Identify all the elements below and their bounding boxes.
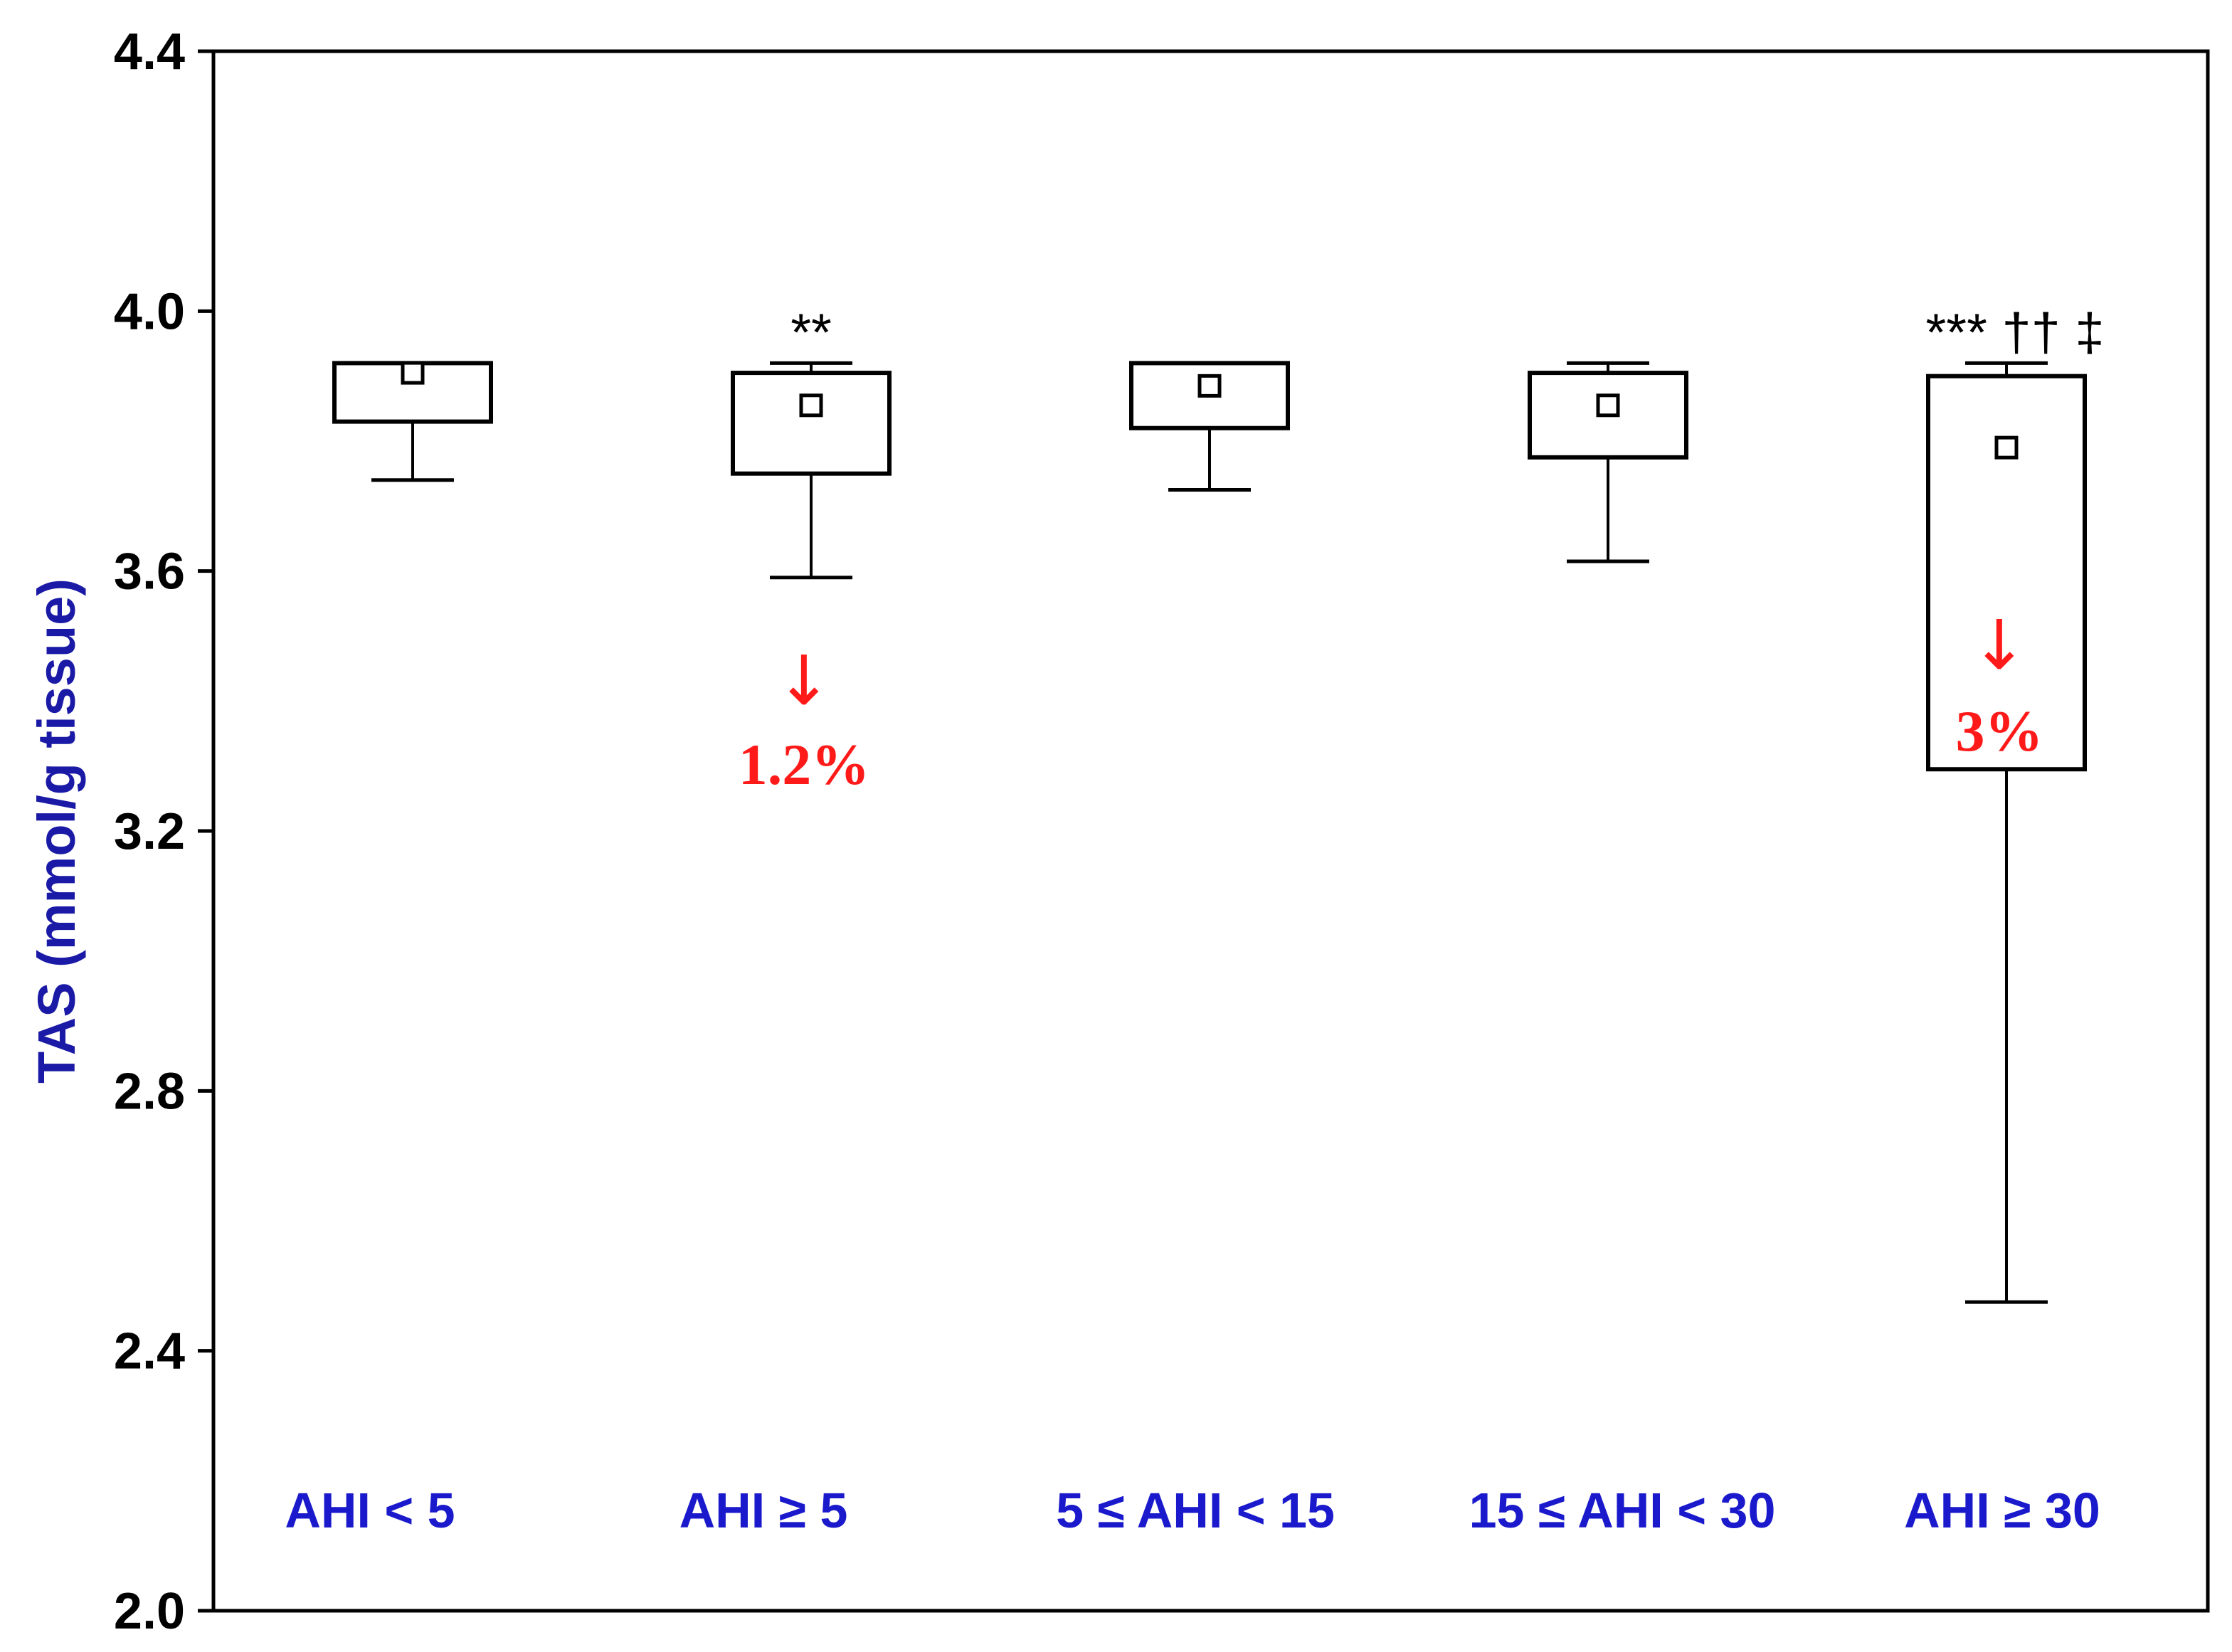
category-label: 5 ≤ AHI < 15 [1056,1483,1335,1538]
y-axis-title: TAS (mmol/g tissue) [27,578,86,1084]
significance-marker: ** [790,302,832,361]
mean-marker [1197,374,1222,398]
mean-marker [1994,435,2019,460]
percent-change-label: 3% [1956,699,2043,763]
mean-marker [1596,393,1620,418]
y-tick-label: 2.0 [114,1583,185,1640]
y-tick-label: 4.0 [114,283,185,340]
box-1 [332,361,493,482]
down-arrow-icon: ↓ [776,641,832,721]
annotations: ** ↓ 1.2% *** †† ‡ ↓ 3% [739,302,2105,797]
category-labels: AHI < 5 AHI ≥ 5 5 ≤ AHI < 15 15 ≤ AHI < 30 A… [285,1483,2100,1538]
y-axis: 2.0 2.4 2.8 3.2 3.6 4.0 4.4 [114,23,213,1640]
mean-marker [799,393,823,418]
category-label: 15 ≤ AHI < 30 [1469,1483,1776,1538]
interquartile-box [731,371,892,476]
y-tick-label: 2.4 [114,1323,185,1380]
box-2 [731,361,892,580]
mean-marker [401,361,425,385]
y-tick-label: 2.8 [114,1063,185,1120]
y-tick-label: 3.2 [114,803,185,860]
box-4 [1528,361,1688,563]
box-series [332,361,2087,1304]
box-5 [1926,361,2087,1304]
percent-change-label: 1.2% [739,732,870,797]
significance-marker: *** †† ‡ [1926,302,2105,361]
category-label: AHI ≥ 30 [1904,1483,2100,1538]
y-tick-label: 4.4 [114,23,185,80]
box-3 [1129,361,1290,492]
down-arrow-icon: ↓ [1971,605,2028,685]
category-label: AHI ≥ 5 [679,1483,848,1538]
plot-frame [211,49,2210,1613]
y-tick-label: 3.6 [114,544,185,600]
category-label: AHI < 5 [285,1483,455,1538]
